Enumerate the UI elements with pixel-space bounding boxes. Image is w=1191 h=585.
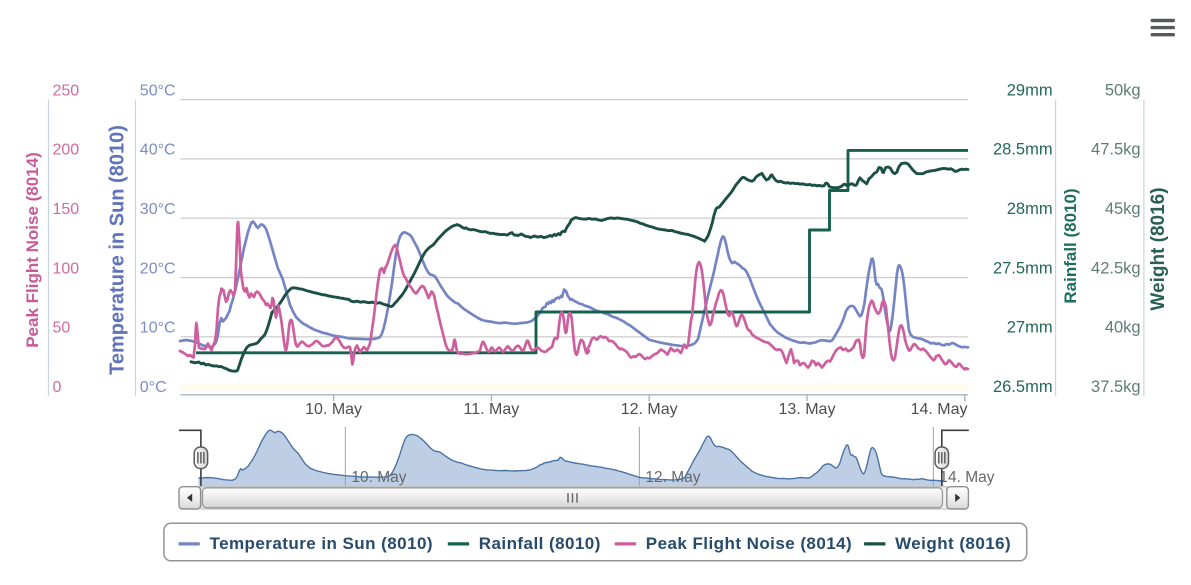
svg-text:14. May: 14. May: [939, 469, 994, 486]
svg-text:40kg: 40kg: [1105, 319, 1141, 337]
svg-text:12. May: 12. May: [645, 469, 700, 486]
svg-text:45kg: 45kg: [1105, 200, 1141, 218]
svg-text:29mm: 29mm: [1007, 81, 1053, 99]
svg-text:Temperature in Sun (8010): Temperature in Sun (8010): [107, 125, 129, 375]
svg-text:150: 150: [53, 201, 80, 218]
svg-text:50°C: 50°C: [140, 82, 176, 99]
svg-text:50: 50: [53, 320, 71, 337]
svg-text:20°C: 20°C: [140, 260, 176, 277]
svg-text:Weight (8016): Weight (8016): [1148, 187, 1169, 310]
svg-text:13. May: 13. May: [779, 401, 836, 418]
svg-text:0: 0: [53, 379, 62, 396]
svg-text:200: 200: [53, 142, 80, 159]
svg-text:26.5mm: 26.5mm: [993, 378, 1053, 396]
svg-text:28.5mm: 28.5mm: [993, 141, 1053, 159]
svg-text:Rainfall (8010): Rainfall (8010): [479, 534, 601, 553]
svg-text:30°C: 30°C: [140, 201, 176, 218]
svg-text:100: 100: [53, 260, 80, 277]
svg-text:14. May: 14. May: [911, 401, 968, 418]
svg-text:12. May: 12. May: [621, 401, 678, 418]
svg-text:10. May: 10. May: [305, 401, 362, 418]
svg-text:50kg: 50kg: [1105, 81, 1141, 99]
svg-text:11. May: 11. May: [464, 401, 520, 418]
svg-text:10°C: 10°C: [140, 320, 176, 337]
svg-text:Peak Flight Noise (8014): Peak Flight Noise (8014): [23, 152, 42, 348]
svg-text:47.5kg: 47.5kg: [1091, 141, 1141, 159]
svg-text:37.5kg: 37.5kg: [1091, 378, 1141, 396]
svg-text:Temperature in Sun (8010): Temperature in Sun (8010): [210, 534, 434, 553]
svg-text:Weight (8016): Weight (8016): [895, 534, 1011, 553]
svg-text:0°C: 0°C: [140, 379, 167, 396]
svg-text:27.5mm: 27.5mm: [993, 259, 1053, 277]
svg-text:40°C: 40°C: [140, 142, 176, 159]
svg-text:28mm: 28mm: [1007, 200, 1053, 218]
svg-text:27mm: 27mm: [1007, 319, 1053, 337]
svg-text:250: 250: [53, 82, 80, 99]
svg-text:42.5kg: 42.5kg: [1091, 259, 1141, 277]
svg-text:Rainfall (8010): Rainfall (8010): [1061, 188, 1080, 303]
svg-text:Peak Flight Noise (8014): Peak Flight Noise (8014): [646, 534, 852, 553]
